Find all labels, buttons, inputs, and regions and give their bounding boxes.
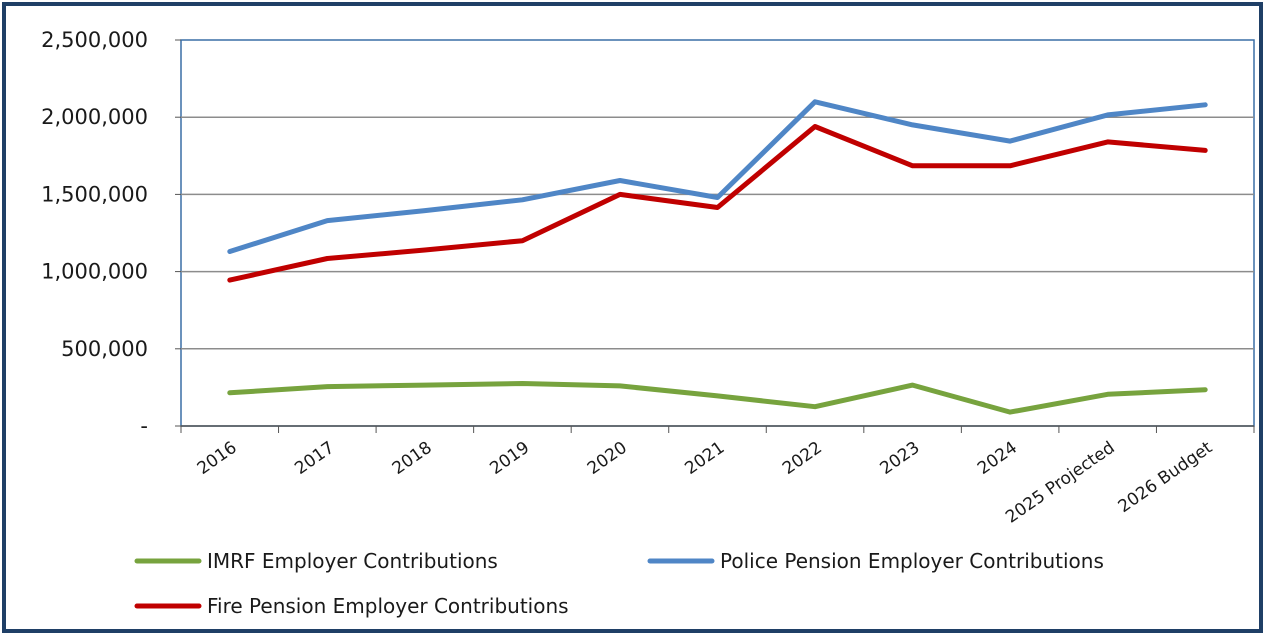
- x-tick-label: 2022: [779, 438, 826, 479]
- plot-area-border: [180, 39, 1255, 427]
- x-tick-label: 2017: [291, 438, 338, 479]
- y-tick-label: 1,500,000: [41, 182, 148, 206]
- series-line-1: [227, 381, 1208, 415]
- y-tick-label: 500,000: [61, 337, 148, 361]
- x-tick-label: 2016: [194, 438, 241, 479]
- x-tick-label: 2025 Projected: [1002, 438, 1118, 528]
- x-tick-label: 2024: [974, 438, 1021, 479]
- legend-label: IMRF Employer Contributions: [207, 549, 498, 573]
- x-axis-ticks: 2016 2017 2018 2019 2020 2021 2022 2023 20242025…: [180, 425, 1255, 528]
- x-tick-label: 2018: [389, 438, 436, 479]
- x-tick-label: 2021: [681, 438, 728, 479]
- y-tick-label: 2,000,000: [41, 105, 148, 129]
- x-tick-label: 2026 Budget: [1115, 438, 1217, 518]
- series-line-3: [227, 124, 1208, 283]
- chart-frame: [2, 2, 1263, 633]
- x-tick-label: 2019: [486, 438, 533, 479]
- series-lines: [227, 99, 1208, 415]
- legend-label: Fire Pension Employer Contributions: [207, 594, 569, 618]
- gridlines: [180, 39, 1255, 427]
- y-tick-label: -: [140, 414, 148, 438]
- y-tick-label: 1,000,000: [41, 260, 148, 284]
- x-tick-label: 2023: [877, 438, 924, 479]
- x-tick-label: 2020: [584, 438, 631, 479]
- y-axis-ticks: - 500,000 1,000,000 1,500,000 2,000,000 2,500…: [41, 28, 181, 438]
- series-line-2: [227, 99, 1208, 254]
- y-tick-label: 2,500,000: [41, 28, 148, 52]
- legend: IMRF Employer Contributions Police Pensio…: [134, 549, 1104, 618]
- legend-label: Police Pension Employer Contributions: [720, 549, 1104, 573]
